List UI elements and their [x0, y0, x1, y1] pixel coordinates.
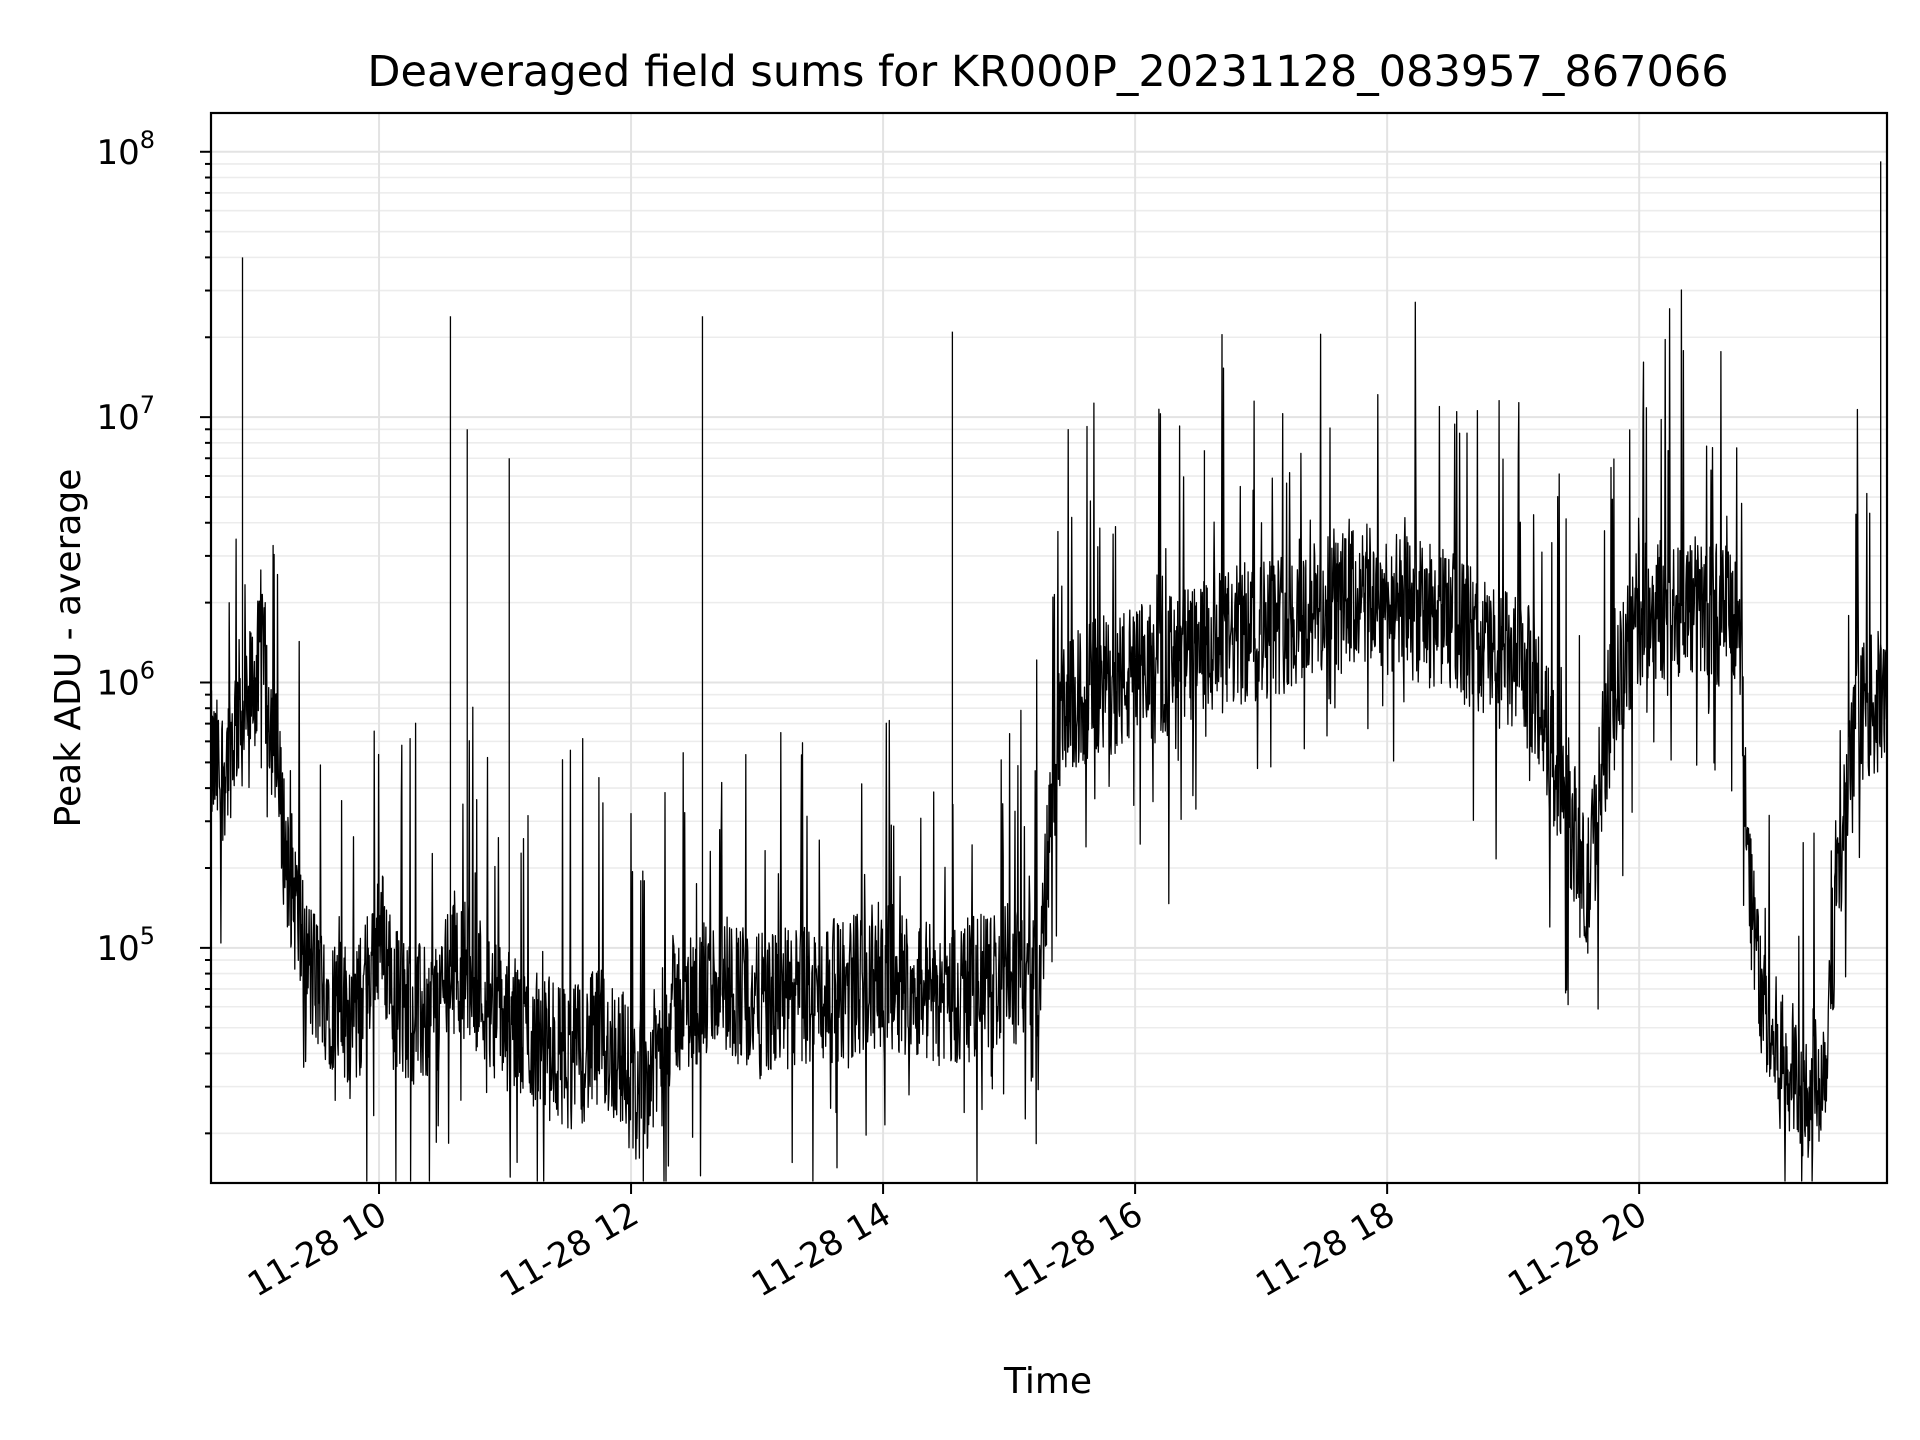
series-group — [210, 161, 1888, 1182]
y-tick-exponent: 5 — [140, 922, 155, 950]
y-axis-label: Peak ADU - average — [48, 469, 89, 828]
y-tick-exponent: 6 — [140, 657, 155, 685]
y-tick-exponent: 8 — [140, 126, 155, 154]
plot-frame — [209, 111, 1889, 1185]
y-tick-exponent: 7 — [140, 391, 155, 419]
chart-title: Deaveraged field sums for KR000P_2023112… — [367, 47, 1728, 97]
x-axis-label: Time — [1003, 1361, 1092, 1402]
series-line — [210, 289, 1888, 1182]
